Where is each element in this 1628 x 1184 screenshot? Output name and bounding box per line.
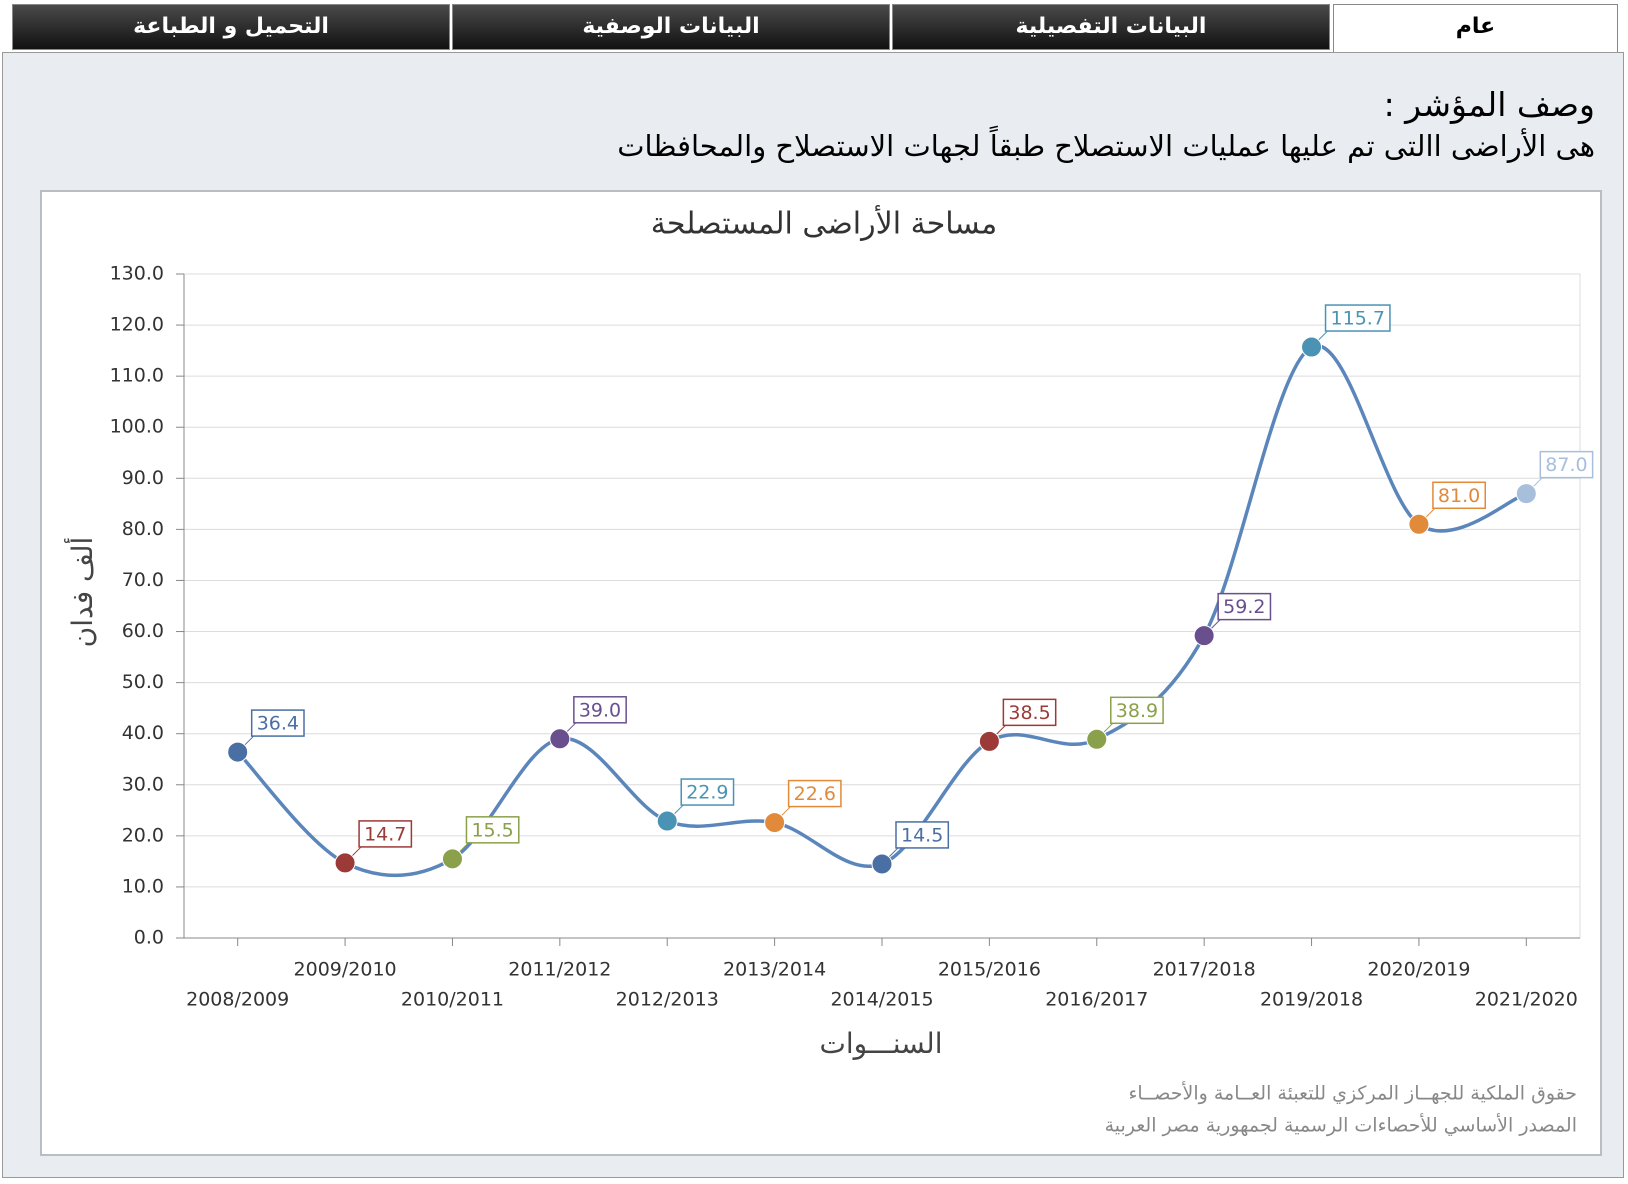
value-label: 59.2 (1223, 596, 1265, 618)
value-label-box (1217, 592, 1272, 621)
marker (1515, 483, 1537, 505)
x-tick-label: 2016/2017 (1045, 989, 1148, 1011)
value-label-box (1002, 698, 1057, 727)
credit: المصدر الأساسي للأحصاءات الرسمية لجمهوري… (1105, 1114, 1577, 1137)
x-tick-label: 2015/2016 (938, 959, 1041, 981)
marker (978, 730, 1000, 752)
value-label-box (573, 696, 627, 724)
x-tick-label: 2021/2020 (1475, 989, 1578, 1011)
marker (334, 852, 356, 874)
marker (1086, 728, 1108, 750)
value-label: 38.9 (1116, 700, 1158, 722)
y-tick-label: 40.0 (122, 722, 164, 744)
tab[interactable]: البيانات الوصفية (452, 4, 890, 50)
value-label-box (1539, 450, 1594, 479)
y-tick-label: 80.0 (122, 518, 164, 540)
x-tick-label: 2017/2018 (1153, 959, 1256, 981)
value-label-box (1432, 481, 1486, 510)
marker (764, 812, 786, 834)
marker (227, 741, 249, 763)
x-tick-label: 2019/2018 (1260, 989, 1363, 1011)
value-label: 87.0 (1545, 454, 1587, 476)
description-text: هى الأراضى االتى تم عليها عمليات الاستصل… (617, 129, 1595, 163)
marker (1408, 513, 1430, 535)
value-label: 15.5 (471, 819, 513, 841)
y-tick-label: 10.0 (122, 875, 164, 897)
marker (1301, 336, 1323, 358)
x-tick-label: 2020/2019 (1367, 959, 1470, 981)
tab[interactable]: البيانات التفصيلية (892, 4, 1330, 50)
value-label-box (787, 779, 842, 808)
y-tick-label: 90.0 (122, 467, 164, 489)
chart-box: مساحة الأراضى المستصلحة السنـــوات ألف ف… (40, 190, 1602, 1156)
value-label-box (358, 820, 413, 848)
chart: مساحة الأراضى المستصلحة السنـــوات ألف ف… (63, 204, 1594, 1137)
marker (549, 728, 571, 750)
y-tick-label: 30.0 (122, 773, 164, 795)
y-tick-label: 100.0 (110, 416, 164, 438)
y-tick-label: 70.0 (122, 569, 164, 591)
x-axis-label: السنـــوات (820, 1027, 943, 1060)
line (236, 343, 1527, 878)
value-label-box (1324, 304, 1391, 332)
x-tick-label: 2010/2011 (401, 989, 504, 1011)
y-tick-label: 20.0 (122, 824, 164, 846)
y-tick-label: 130.0 (110, 263, 164, 285)
x-tick-label: 2008/2009 (186, 989, 289, 1011)
x-tick-label: 2013/2014 (723, 959, 826, 981)
value-label-box (250, 709, 305, 737)
value-label-box (1110, 696, 1164, 725)
value-label: 22.6 (794, 783, 836, 805)
value-label: 36.4 (257, 713, 299, 735)
tab[interactable]: التحميل و الطباعة (12, 4, 450, 50)
x-tick-label: 2011/2012 (508, 959, 611, 981)
y-axis-label: ألف فدان (63, 537, 99, 648)
y-tick-label: 110.0 (110, 365, 164, 387)
value-label: 115.7 (1331, 308, 1385, 330)
value-label: 14.7 (364, 823, 406, 845)
x-tick-label: 2012/2013 (616, 989, 719, 1011)
y-tick-label: 50.0 (122, 671, 164, 693)
value-label: 38.5 (1008, 702, 1050, 724)
credit: حقوق الملكية للجهــاز المركزي للتعبئة ال… (1128, 1082, 1577, 1105)
value-label: 14.5 (901, 824, 943, 846)
marker (871, 853, 893, 875)
y-tick-label: 0.0 (134, 927, 164, 949)
value-label-box (465, 816, 520, 844)
chart-title: مساحة الأراضى المستصلحة (651, 204, 997, 242)
value-label-box (895, 821, 950, 849)
y-tick-label: 60.0 (122, 620, 164, 642)
value-label: 22.9 (686, 782, 728, 804)
y-tick-label: 120.0 (110, 314, 164, 336)
value-label-box (680, 778, 735, 806)
marker (1193, 625, 1215, 647)
value-label: 81.0 (1438, 485, 1480, 507)
tab[interactable]: عام (1333, 4, 1618, 54)
x-tick-label: 2014/2015 (830, 989, 933, 1011)
marker (656, 810, 678, 832)
value-label: 39.0 (579, 699, 621, 721)
description-heading: وصف المؤشر : (1383, 85, 1595, 124)
x-tick-label: 2009/2010 (294, 959, 397, 981)
marker (441, 848, 463, 870)
